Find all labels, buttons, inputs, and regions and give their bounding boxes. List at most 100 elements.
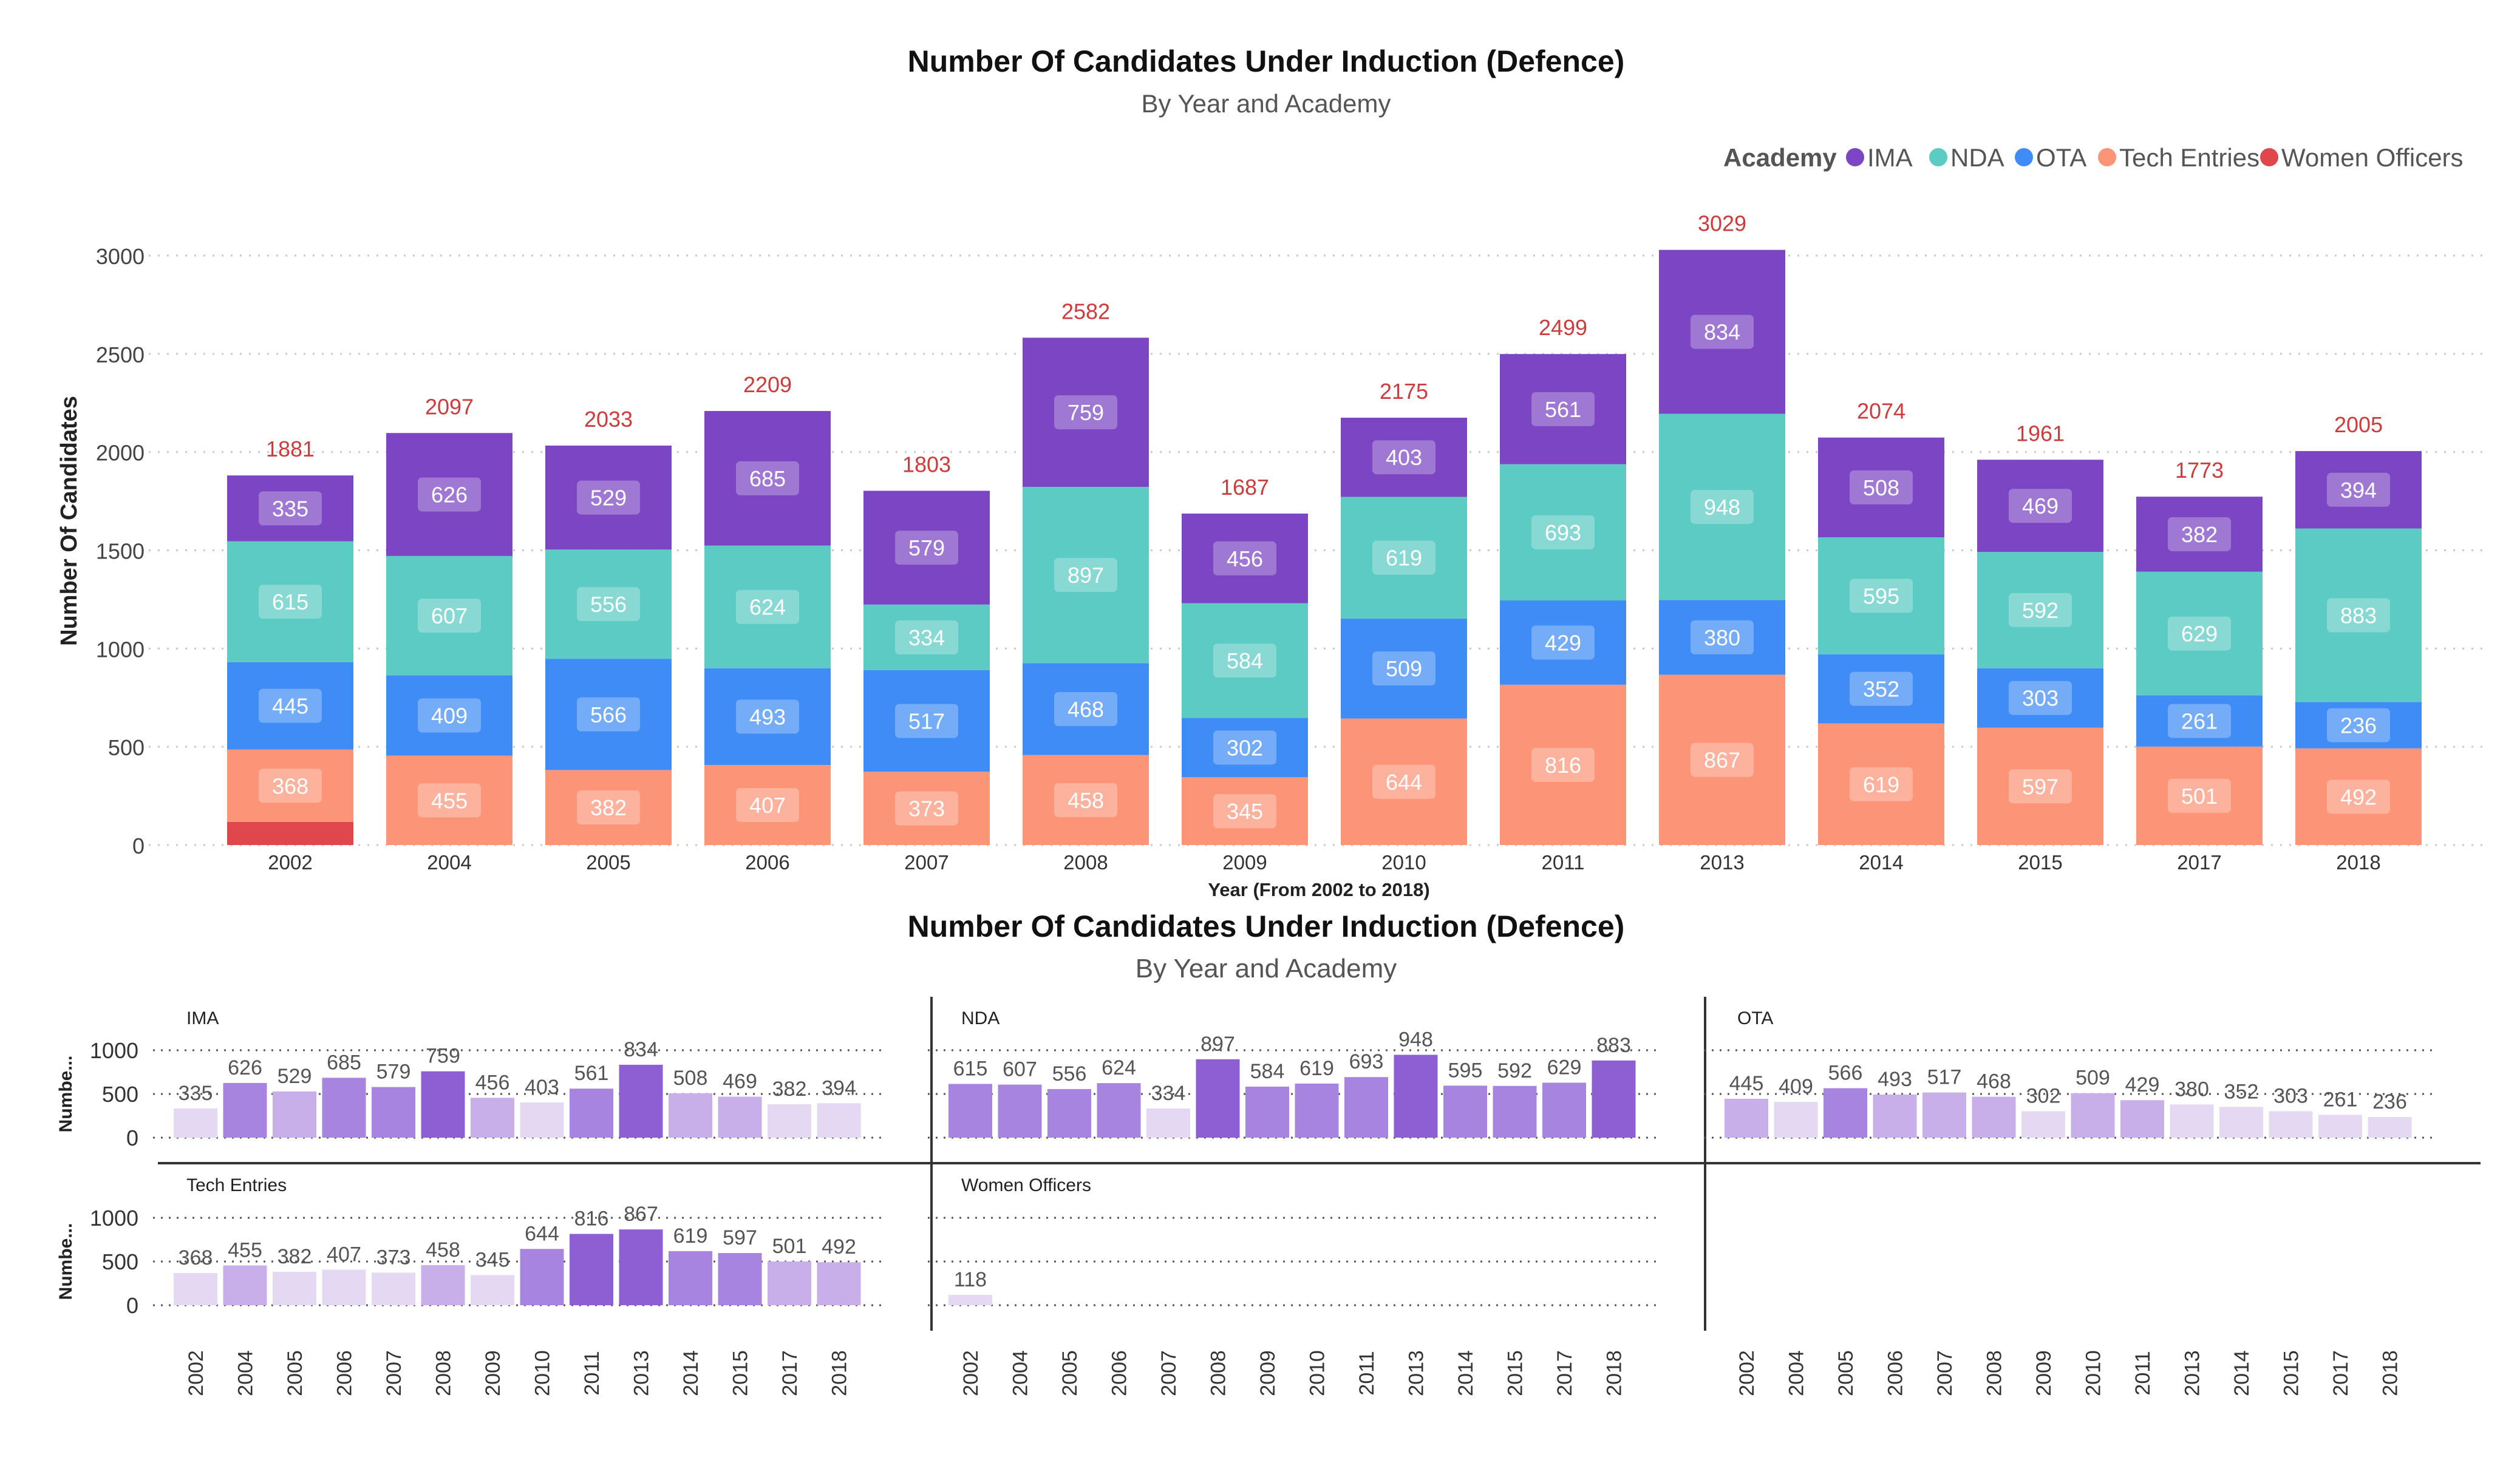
data-label-box [577,480,640,515]
panel-women-officers: Women Officers 118 2002 2004 2005 2006 2007 200… [928,1175,1657,1396]
bar-segment-nda [1182,603,1308,718]
panel-bar [2269,1111,2313,1138]
x-tick-label: 2004 [427,851,471,874]
panel-title: Women Officers [961,1175,1091,1195]
data-label-box [1850,767,1913,801]
data-label-box [2327,472,2390,507]
data-label: 368 [272,773,308,798]
legend-marker-ota [2015,148,2033,166]
bar-segment-ota [1818,654,1944,724]
panel-x-tick-label: 2017 [2329,1350,2352,1396]
data-label-box [2168,778,2231,813]
data-label: 261 [2181,709,2218,734]
panel-data-label: 236 [2372,1090,2407,1113]
panel-y-axis-label: Numbe... [56,1056,76,1133]
panel-bar [768,1261,811,1305]
panel-data-label: 561 [574,1062,609,1085]
data-label-box [895,704,958,738]
data-label-box [2009,489,2072,523]
panel-bar [2021,1111,2065,1138]
panel-y-axis-label: Numbe... [56,1223,76,1300]
data-label-box [736,589,799,624]
x-tick-label: 2014 [1859,851,1903,874]
data-label-box [895,791,958,826]
panel-data-label: 302 [2026,1085,2061,1108]
data-label-box [736,699,799,734]
x-tick-label: 2011 [1542,851,1585,874]
panel-bar [948,1295,992,1305]
panel-bar [273,1271,316,1305]
data-label: 468 [1068,697,1104,722]
panel-data-label: 867 [624,1203,658,1226]
data-label: 493 [749,704,786,729]
panel-data-label: 607 [1003,1058,1037,1081]
data-label: 508 [1863,475,1899,500]
panel-bar [718,1253,762,1305]
data-label-box [1531,515,1595,549]
panel-bar [1493,1085,1537,1138]
bar-segment-ota [1023,663,1149,755]
panel-data-label: 685 [327,1051,361,1074]
panel-data-label: 592 [1497,1059,1532,1082]
panel-bar [372,1272,415,1305]
bar-segment-nda [704,545,831,668]
data-label: 584 [1227,648,1263,673]
x-tick-label: 2007 [904,851,948,874]
panel-bar [1972,1096,2016,1138]
panel-bar [718,1096,762,1138]
panel-data-label: 619 [673,1224,708,1248]
panel-x-tick-label: 2007 [383,1350,406,1396]
panel-bar [322,1078,366,1138]
panel-bar [174,1108,217,1138]
data-label: 429 [1545,630,1581,655]
panel-bar [520,1102,564,1138]
data-label: 619 [1386,546,1422,571]
panel-data-label: 644 [525,1222,559,1245]
panel-data-label: 456 [475,1071,510,1094]
panel-bar [223,1082,267,1138]
data-label-box [1850,671,1913,706]
data-label: 334 [908,625,945,650]
panel-bar [669,1093,712,1138]
total-label: 1773 [2175,458,2224,483]
panel-y-tick-label: 0 [126,1293,138,1318]
panel-y-tick-label: 500 [102,1249,138,1274]
panel-data-label: 579 [376,1061,411,1084]
panel-bar [1774,1102,1818,1138]
panel-data-label: 118 [954,1268,987,1291]
data-label: 816 [1545,753,1581,778]
data-label: 335 [272,496,308,521]
panel-bar [322,1269,366,1305]
data-label: 303 [2022,686,2059,711]
legend-label-ota: OTA [2036,143,2086,172]
panel-data-label: 584 [1250,1060,1285,1083]
data-label-box [1054,783,1117,817]
bar-segment-tech-entries [1341,718,1467,845]
panel-x-tick-label: 2006 [333,1350,356,1396]
total-label: 2582 [1061,299,1110,324]
panel-data-label: 615 [953,1057,988,1080]
bar-segment-ima [2295,451,2422,529]
bar-segment-women-officers [227,821,353,845]
data-label: 345 [1227,799,1263,824]
panel-data-label: 334 [1151,1082,1186,1105]
legend-title: Academy [1723,143,1837,172]
bar-segment-ota [227,662,353,750]
panel-data-label: 492 [822,1235,856,1258]
panel-data-label: 948 [1398,1028,1433,1051]
panel-x-tick-label: 2009 [482,1350,505,1396]
bar-segment-ima [386,433,513,556]
data-label-box [1372,764,1435,799]
x-tick-label: 2018 [2336,851,2380,874]
bar-segment-tech-entries [1182,777,1308,845]
legend-marker-ima [1846,148,1864,166]
panel-bar [768,1104,811,1138]
main-chart-title: Number Of Candidates Under Induction (De… [908,44,1625,78]
x-axis-label: Year (From 2002 to 2018) [1208,879,1429,900]
data-label: 394 [2340,478,2377,503]
data-label: 629 [2181,622,2218,647]
y-tick-label: 500 [108,735,145,760]
panel-x-tick-label: 2013 [2181,1350,2204,1396]
data-label-box [1531,747,1595,782]
panel-data-label: 368 [179,1246,213,1269]
